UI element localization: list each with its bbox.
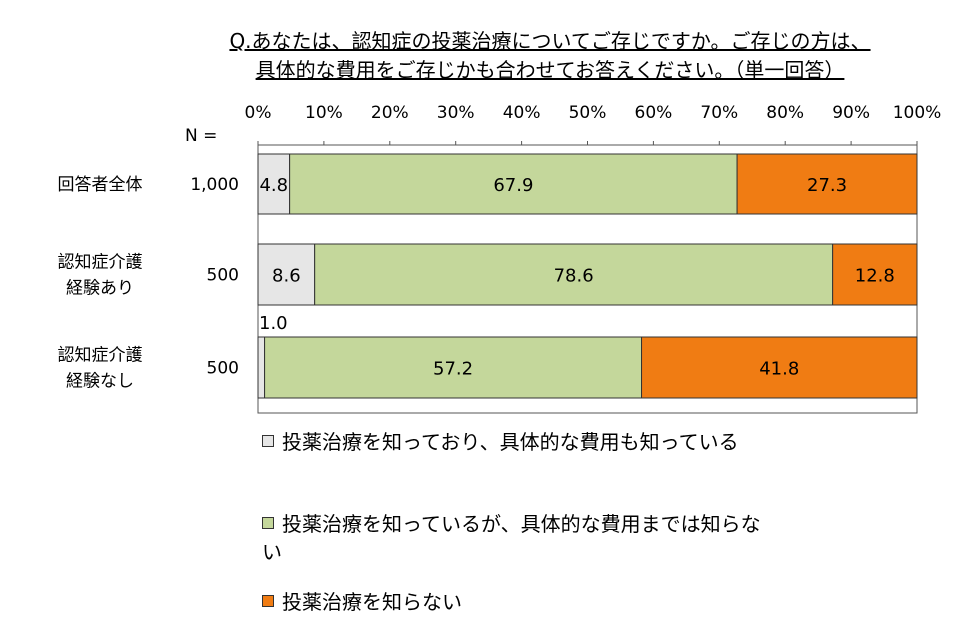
bar-segment (314, 243, 834, 306)
category-label: 回答者全体 (58, 175, 143, 195)
bar-segment (257, 243, 316, 306)
data-label: 1.0 (259, 313, 288, 334)
x-tick-label: 90% (832, 103, 870, 123)
bar-segment (257, 336, 266, 399)
category-label: 経験あり (66, 279, 134, 299)
x-tick-label: 80% (766, 103, 804, 123)
bar-segment (641, 336, 918, 399)
x-tick-label: 0% (245, 103, 272, 123)
x-tick-label: 20% (371, 103, 409, 123)
legend-swatch (262, 595, 274, 607)
category-label: 経験なし (66, 372, 134, 392)
bar-segment (832, 243, 918, 306)
chart-title-line-2: 具体的な費用をご存じかも合わせてお答えください。（単一回答） (255, 58, 845, 82)
bar-segment (257, 153, 291, 215)
data-label: 27.3 (807, 175, 847, 196)
legend-label: 投薬治療を知らない (282, 590, 462, 614)
n-value: 500 (207, 266, 239, 286)
bar-segment (264, 336, 643, 399)
category-label: 認知症介護 (58, 253, 143, 273)
data-label: 41.8 (759, 359, 799, 380)
data-label: 57.2 (433, 359, 473, 380)
n-value: 1,000 (190, 175, 239, 195)
x-tick-label: 30% (437, 103, 475, 123)
x-tick-label: 100% (893, 103, 942, 123)
legend-swatch (262, 517, 274, 529)
data-label: 4.8 (259, 175, 288, 196)
bar-segment (289, 153, 738, 215)
legend-swatch (262, 435, 274, 447)
x-tick-label: 70% (700, 103, 738, 123)
data-label: 67.9 (493, 175, 533, 196)
legend-label: 投薬治療を知っているが、具体的な費用までは知らな (282, 512, 761, 536)
legend-label-wrap: い (262, 540, 282, 564)
n-value: 500 (207, 359, 239, 379)
data-label: 78.6 (554, 266, 594, 287)
legend-label: 投薬治療を知っており、具体的な費用も知っている (282, 430, 739, 454)
x-tick-label: 50% (569, 103, 607, 123)
chart-title-line-1: Q.あなたは、認知症の投薬治療についてご存じですか。ご存じの方は、 (229, 29, 871, 53)
data-label: 8.6 (272, 266, 301, 287)
legend-item-known-cost: 投薬治療を知っており、具体的な費用も知っている (262, 428, 862, 456)
legend-item-unknown: 投薬治療を知らない (262, 588, 862, 616)
data-label: 12.8 (855, 266, 895, 287)
x-tick-label: 60% (635, 103, 673, 123)
x-tick-label: 10% (305, 103, 343, 123)
bar-segment (736, 153, 918, 215)
n-header: N = (185, 126, 217, 146)
x-tick-label: 40% (503, 103, 541, 123)
category-label: 認知症介護 (58, 346, 143, 366)
legend-item-known-no-cost: 投薬治療を知っているが、具体的な費用までは知らな い (262, 510, 862, 566)
